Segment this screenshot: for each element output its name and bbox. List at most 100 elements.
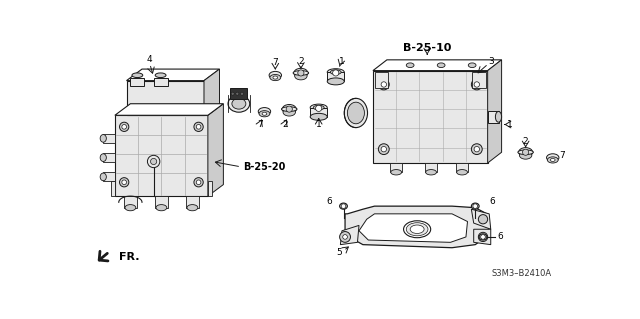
Ellipse shape: [155, 73, 166, 78]
Ellipse shape: [406, 63, 414, 68]
Polygon shape: [115, 104, 223, 115]
Text: 1: 1: [508, 120, 513, 129]
Ellipse shape: [404, 221, 431, 238]
Ellipse shape: [518, 150, 533, 154]
Ellipse shape: [410, 225, 424, 234]
Polygon shape: [310, 108, 327, 117]
Polygon shape: [488, 111, 499, 123]
Ellipse shape: [472, 203, 479, 209]
Ellipse shape: [313, 105, 324, 110]
Polygon shape: [127, 81, 204, 115]
Circle shape: [472, 144, 482, 154]
Circle shape: [478, 232, 488, 241]
Text: 7: 7: [258, 120, 264, 129]
Text: 3: 3: [488, 57, 493, 66]
Circle shape: [122, 180, 127, 185]
Text: 2: 2: [283, 120, 288, 129]
Polygon shape: [204, 69, 220, 115]
Polygon shape: [373, 70, 488, 163]
Circle shape: [231, 92, 234, 95]
Text: 6: 6: [326, 197, 332, 206]
Ellipse shape: [547, 157, 558, 163]
Ellipse shape: [479, 234, 487, 240]
Ellipse shape: [330, 70, 341, 74]
Text: B-25-20: B-25-20: [243, 162, 285, 172]
Circle shape: [298, 70, 304, 76]
Circle shape: [474, 146, 479, 152]
Bar: [374, 72, 388, 87]
Circle shape: [522, 149, 529, 155]
Circle shape: [147, 155, 160, 168]
Ellipse shape: [282, 105, 296, 114]
Circle shape: [378, 79, 389, 90]
Bar: [154, 78, 168, 86]
Ellipse shape: [228, 95, 250, 112]
Text: 6: 6: [497, 233, 502, 241]
Polygon shape: [345, 206, 489, 248]
Circle shape: [286, 106, 292, 112]
Ellipse shape: [156, 204, 167, 211]
Text: 2: 2: [523, 137, 529, 146]
Ellipse shape: [550, 159, 555, 161]
Circle shape: [241, 92, 244, 95]
Ellipse shape: [100, 154, 106, 161]
Text: S3M3–B2410A: S3M3–B2410A: [492, 270, 552, 278]
Ellipse shape: [310, 104, 327, 111]
Ellipse shape: [100, 135, 106, 142]
Polygon shape: [456, 163, 468, 172]
Circle shape: [343, 235, 348, 239]
Ellipse shape: [132, 73, 143, 78]
Ellipse shape: [294, 72, 307, 80]
Ellipse shape: [457, 170, 467, 175]
Ellipse shape: [468, 63, 476, 68]
Ellipse shape: [310, 113, 327, 120]
Polygon shape: [425, 163, 437, 172]
Polygon shape: [155, 196, 168, 208]
Polygon shape: [103, 153, 115, 162]
Circle shape: [196, 124, 201, 129]
Text: 1: 1: [339, 57, 345, 66]
Circle shape: [316, 105, 322, 111]
Polygon shape: [127, 69, 220, 81]
Polygon shape: [359, 214, 467, 242]
Polygon shape: [103, 172, 115, 182]
Ellipse shape: [273, 76, 278, 79]
Circle shape: [150, 159, 157, 165]
Ellipse shape: [259, 108, 271, 115]
Polygon shape: [208, 181, 212, 196]
Circle shape: [341, 204, 346, 208]
Circle shape: [196, 180, 201, 185]
Circle shape: [473, 204, 477, 208]
Ellipse shape: [406, 223, 428, 236]
Text: 7: 7: [273, 58, 278, 67]
Text: 6: 6: [489, 197, 495, 206]
Text: 7: 7: [559, 151, 565, 160]
Ellipse shape: [269, 71, 282, 79]
Ellipse shape: [340, 203, 348, 209]
Polygon shape: [186, 196, 198, 208]
Circle shape: [194, 122, 204, 131]
Circle shape: [122, 124, 127, 129]
Polygon shape: [115, 115, 208, 196]
Ellipse shape: [520, 152, 532, 159]
Circle shape: [120, 178, 129, 187]
Polygon shape: [111, 181, 115, 196]
Ellipse shape: [270, 74, 281, 81]
Bar: [472, 72, 486, 87]
Polygon shape: [390, 163, 403, 172]
Polygon shape: [340, 226, 359, 245]
Bar: [230, 88, 246, 99]
Circle shape: [381, 146, 387, 152]
Ellipse shape: [547, 154, 559, 161]
Polygon shape: [474, 229, 491, 245]
Circle shape: [120, 122, 129, 131]
Ellipse shape: [327, 69, 344, 76]
Ellipse shape: [262, 112, 267, 115]
Polygon shape: [373, 60, 502, 70]
Ellipse shape: [125, 204, 136, 211]
Circle shape: [481, 235, 485, 239]
Circle shape: [472, 79, 482, 90]
Circle shape: [474, 82, 479, 87]
Circle shape: [236, 92, 239, 95]
Ellipse shape: [495, 111, 502, 122]
